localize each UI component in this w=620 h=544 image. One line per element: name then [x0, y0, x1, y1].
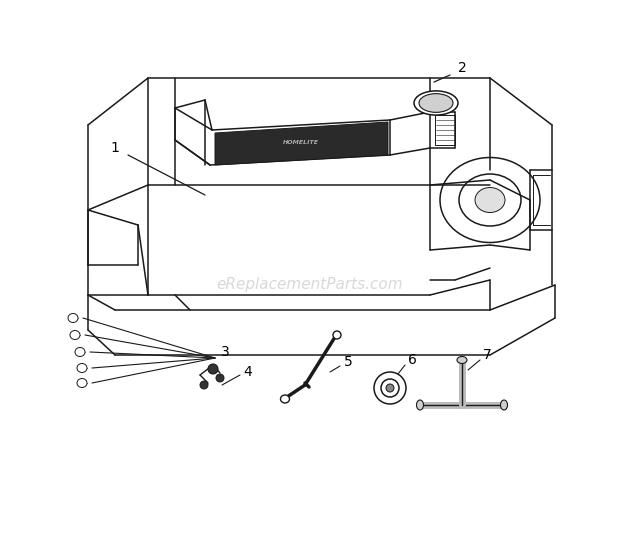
Ellipse shape: [414, 91, 458, 115]
Polygon shape: [215, 122, 388, 165]
Ellipse shape: [68, 313, 78, 323]
Ellipse shape: [457, 356, 467, 363]
Text: 3: 3: [221, 345, 229, 359]
Ellipse shape: [386, 384, 394, 392]
Ellipse shape: [77, 379, 87, 387]
Ellipse shape: [500, 400, 508, 410]
Circle shape: [208, 364, 218, 374]
Ellipse shape: [75, 348, 85, 356]
Ellipse shape: [70, 331, 80, 339]
Text: 7: 7: [482, 348, 492, 362]
Ellipse shape: [417, 400, 423, 410]
Text: 6: 6: [407, 353, 417, 367]
Text: eReplacementParts.com: eReplacementParts.com: [216, 277, 404, 293]
Text: 2: 2: [458, 61, 466, 75]
Ellipse shape: [280, 395, 290, 403]
Ellipse shape: [419, 94, 453, 113]
Ellipse shape: [77, 363, 87, 373]
Text: 1: 1: [110, 141, 120, 155]
Circle shape: [216, 374, 224, 382]
Polygon shape: [88, 75, 555, 358]
Text: 4: 4: [244, 365, 252, 379]
Ellipse shape: [475, 188, 505, 213]
Text: HOMELITE: HOMELITE: [283, 140, 319, 145]
Ellipse shape: [374, 372, 406, 404]
Ellipse shape: [381, 379, 399, 397]
Text: 5: 5: [343, 355, 352, 369]
Ellipse shape: [333, 331, 341, 339]
Circle shape: [200, 381, 208, 389]
